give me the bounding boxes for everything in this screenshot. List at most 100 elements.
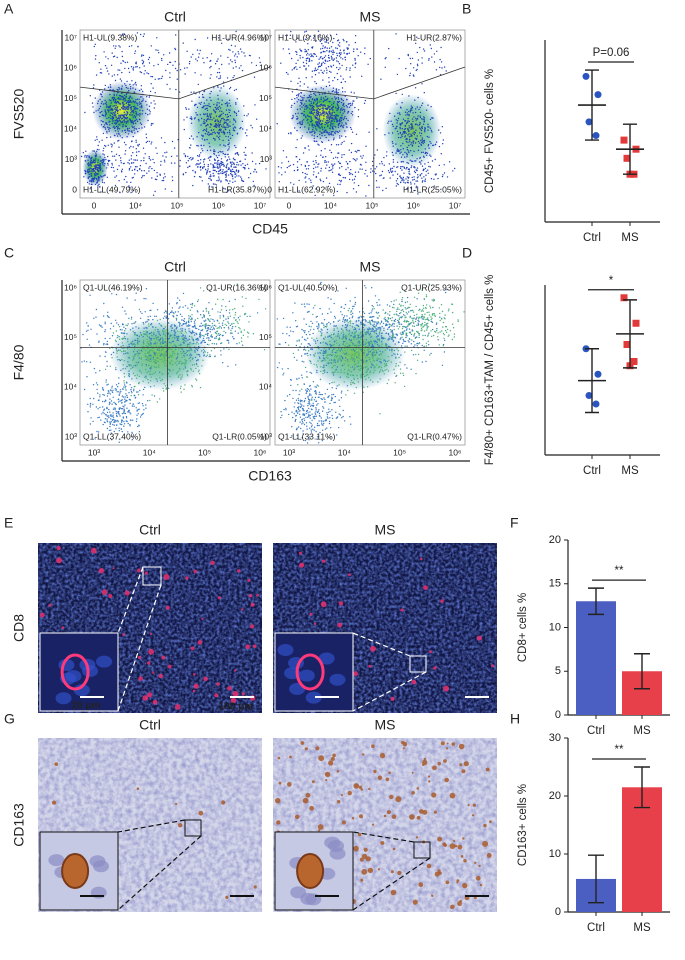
- event-dot: [336, 131, 339, 133]
- event-dot: [300, 121, 302, 123]
- event-dot: [190, 303, 192, 305]
- event-dot: [118, 180, 120, 182]
- event-dot: [95, 158, 97, 160]
- event-dot: [142, 388, 145, 391]
- event-dot: [121, 337, 123, 340]
- event-dot: [340, 143, 342, 145]
- event-dot: [148, 353, 150, 355]
- event-dot: [235, 112, 238, 115]
- event-dot: [405, 67, 407, 70]
- event-dot: [134, 299, 136, 301]
- event-dot: [216, 135, 218, 137]
- event-dot: [106, 70, 109, 72]
- event-dot: [93, 165, 96, 167]
- event-dot: [242, 128, 244, 130]
- event-dot: [356, 158, 358, 160]
- event-dot: [411, 109, 413, 111]
- event-dot: [321, 127, 323, 129]
- event-dot: [325, 156, 327, 158]
- event-dot: [181, 330, 183, 332]
- event-dot: [326, 72, 328, 74]
- event-dot: [336, 66, 338, 69]
- event-dot: [314, 390, 316, 393]
- event-dot: [374, 168, 376, 170]
- event-dot: [414, 137, 416, 139]
- event-dot: [155, 338, 158, 340]
- event-dot: [210, 53, 213, 55]
- density-core: [382, 93, 442, 168]
- event-dot: [395, 152, 397, 154]
- event-dot: [125, 381, 128, 383]
- event-dot: [240, 176, 242, 178]
- event-dot: [212, 172, 214, 175]
- event-dot: [297, 397, 299, 400]
- event-dot: [328, 134, 330, 136]
- event-dot: [148, 56, 151, 59]
- event-dot: [85, 172, 87, 174]
- event-dot: [169, 335, 171, 337]
- event-dot: [106, 123, 108, 126]
- event-dot: [123, 423, 126, 425]
- event-dot: [225, 332, 227, 334]
- event-dot: [133, 343, 135, 345]
- event-dot: [417, 115, 419, 117]
- event-dot: [114, 339, 117, 341]
- event-dot: [410, 128, 412, 130]
- event-dot: [189, 331, 191, 333]
- event-dot: [355, 160, 357, 162]
- x-tick-label: 10⁷: [254, 200, 267, 210]
- event-dot: [387, 122, 389, 124]
- event-dot: [80, 155, 83, 158]
- event-dot: [288, 413, 290, 416]
- event-dot: [229, 109, 231, 112]
- event-dot: [124, 94, 126, 97]
- event-dot: [421, 177, 423, 179]
- event-dot: [131, 130, 133, 132]
- event-dot: [121, 329, 123, 331]
- event-dot: [219, 130, 222, 132]
- event-dot: [101, 96, 103, 98]
- event-dot: [148, 364, 150, 367]
- event-dot: [89, 176, 91, 178]
- event-dot: [332, 130, 334, 133]
- event-dot: [318, 114, 320, 116]
- event-dot: [87, 176, 90, 178]
- event-dot: [237, 317, 240, 319]
- event-dot: [197, 118, 200, 121]
- event-dot: [104, 99, 106, 102]
- event-dot: [338, 55, 341, 57]
- event-dot: [287, 160, 290, 163]
- event-dot: [127, 133, 130, 135]
- event-dot: [110, 353, 113, 356]
- event-dot: [122, 60, 125, 62]
- event-dot: [276, 123, 278, 125]
- event-dot: [297, 426, 300, 428]
- event-dot: [331, 127, 334, 130]
- event-dot: [102, 423, 104, 426]
- event-dot: [217, 58, 219, 60]
- event-dot: [89, 167, 92, 169]
- event-dot: [174, 47, 176, 50]
- event-dot: [337, 126, 340, 128]
- event-dot: [185, 171, 187, 174]
- event-dot: [332, 106, 334, 108]
- event-dot: [191, 349, 193, 352]
- event-dot: [108, 109, 110, 112]
- event-dot: [102, 160, 105, 162]
- event-dot: [296, 115, 298, 118]
- event-dot: [108, 99, 111, 101]
- event-dot: [210, 179, 212, 181]
- event-dot: [165, 69, 167, 72]
- event-dot: [395, 33, 397, 35]
- event-dot: [146, 352, 149, 354]
- event-dot: [407, 187, 409, 189]
- event-dot: [240, 330, 242, 332]
- event-dot: [423, 139, 426, 142]
- event-dot: [95, 74, 98, 76]
- event-dot: [414, 111, 417, 114]
- event-dot: [345, 168, 347, 171]
- event-dot: [308, 128, 310, 131]
- event-dot: [156, 175, 158, 177]
- event-dot: [148, 157, 150, 160]
- event-dot: [349, 76, 351, 78]
